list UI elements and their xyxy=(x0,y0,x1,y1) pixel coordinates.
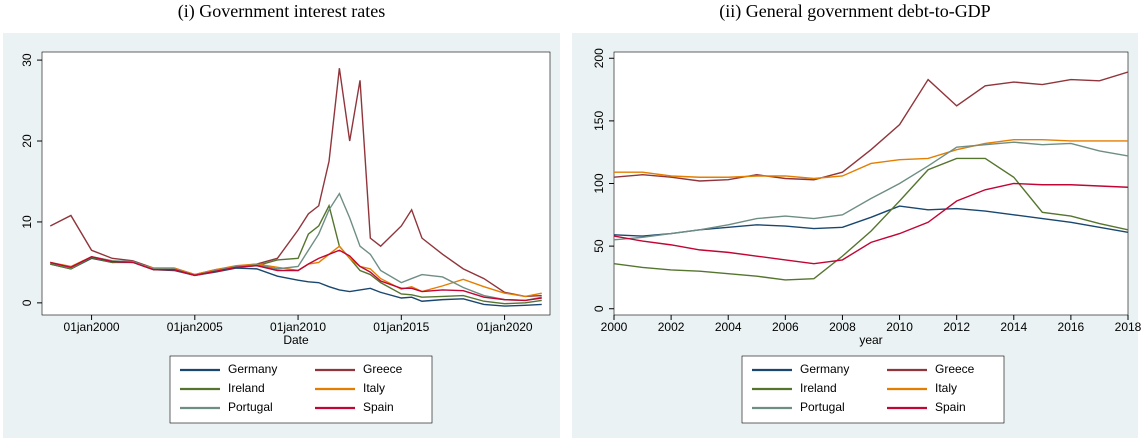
x-tick-label: 01jan2000 xyxy=(64,320,120,334)
x-tick-label: 2002 xyxy=(658,320,685,334)
legend-label: Spain xyxy=(935,400,966,414)
series-line xyxy=(614,138,1128,180)
x-tick-label: 2006 xyxy=(772,320,799,334)
y-tick-label: 50 xyxy=(592,239,606,253)
legend-box xyxy=(169,355,433,424)
x-tick-label: 2000 xyxy=(601,320,628,334)
legend-label: Greece xyxy=(935,362,975,376)
x-tick-label: 2004 xyxy=(715,320,742,334)
x-tick-label: 01jan2015 xyxy=(373,320,429,334)
series-line xyxy=(614,182,1128,265)
series-line xyxy=(50,249,542,302)
legend-label: Spain xyxy=(363,400,394,414)
y-tick-label: 150 xyxy=(592,111,606,131)
y-tick-label: 10 xyxy=(20,215,34,229)
panel: (ii) General government debt-to-GDP 0 50 10… xyxy=(572,1,1142,438)
x-tick-label: 2014 xyxy=(1000,320,1027,334)
plot-area xyxy=(613,51,1129,316)
y-tick-label: 0 xyxy=(20,299,34,306)
legend-label: Germany xyxy=(228,362,277,376)
x-tick-label: 2012 xyxy=(943,320,970,334)
x-axis-label: Date xyxy=(283,333,309,347)
x-axis-label: year xyxy=(859,333,882,347)
legend-label: Italy xyxy=(363,381,385,395)
legend-label: Germany xyxy=(800,362,849,376)
y-tick-label: 0 xyxy=(592,305,606,312)
chart-title: (i) Government interest rates xyxy=(178,1,385,22)
y-tick-label: 100 xyxy=(592,173,606,193)
series-line xyxy=(614,71,1128,182)
plot-area xyxy=(41,51,551,316)
series-line xyxy=(614,141,1128,241)
panel: (i) Government interest rates 0 10 20 30 01ja… xyxy=(3,1,560,438)
x-tick-label: 2008 xyxy=(829,320,856,334)
legend-label: Greece xyxy=(363,362,403,376)
legend-label: Portugal xyxy=(228,400,273,414)
legend-label: Ireland xyxy=(228,381,265,395)
legend-label: Italy xyxy=(935,381,957,395)
x-tick-label: 2010 xyxy=(886,320,913,334)
x-tick-label: 01jan2010 xyxy=(270,320,326,334)
y-tick-label: 20 xyxy=(20,134,34,148)
x-tick-label: 2016 xyxy=(1058,320,1085,334)
y-tick-label: 30 xyxy=(20,53,34,67)
x-tick-label: 01jan2005 xyxy=(167,320,223,334)
legend-label: Ireland xyxy=(800,381,837,395)
series-line xyxy=(50,192,542,302)
chart-title: (ii) General government debt-to-GDP xyxy=(719,1,990,22)
legend-label: Portugal xyxy=(800,400,845,414)
y-tick-label: 200 xyxy=(592,48,606,68)
series-line xyxy=(614,157,1128,281)
x-tick-label: 01jan2020 xyxy=(477,320,533,334)
x-tick-label: 2018 xyxy=(1115,320,1142,334)
